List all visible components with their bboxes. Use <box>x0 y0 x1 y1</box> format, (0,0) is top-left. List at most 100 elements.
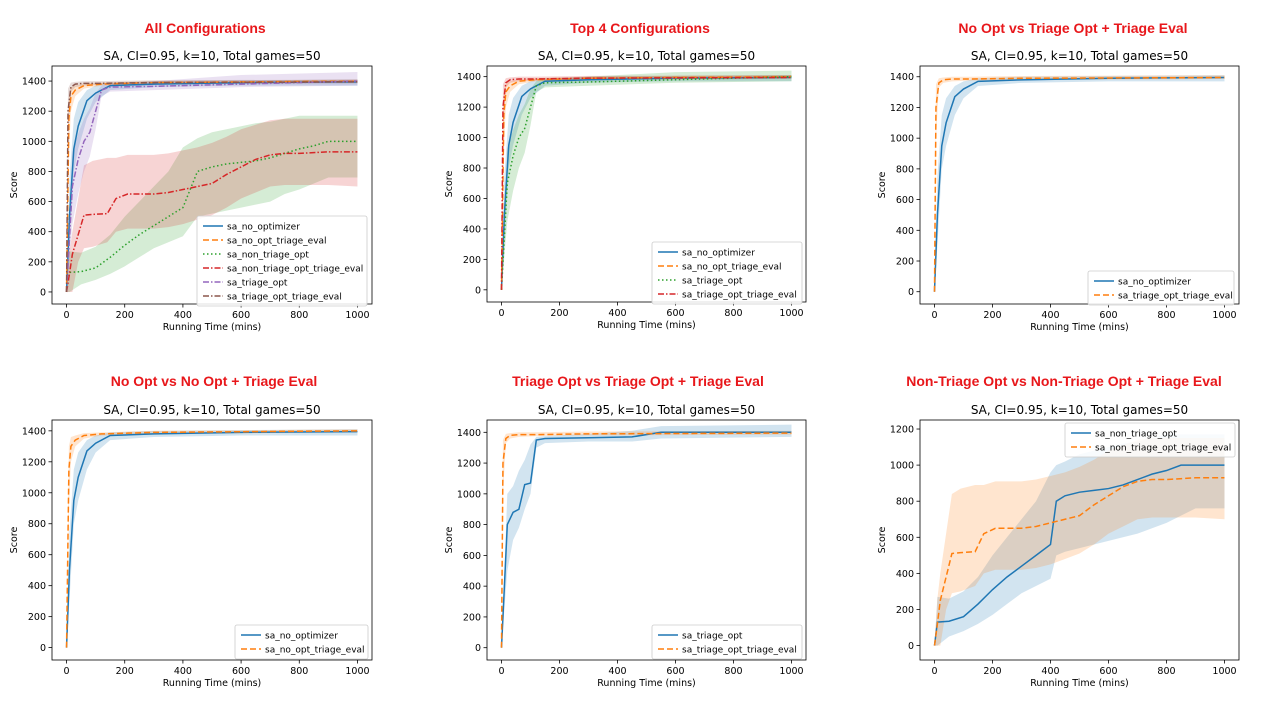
axes-frame <box>51 419 373 661</box>
legend-label: sa_triage_opt <box>682 632 743 642</box>
y-tick-label: 600 <box>463 551 481 562</box>
series-line-sa_triage_opt <box>500 75 792 290</box>
y-axis-label: Score <box>444 527 455 554</box>
y-tick-label: 1200 <box>457 103 481 114</box>
x-tick-label: 200 <box>116 666 134 677</box>
x-axis-label: Running Time (mins) <box>1030 678 1129 689</box>
x-tick-label: 600 <box>666 308 684 319</box>
x-tick-label: 800 <box>1157 310 1175 321</box>
x-tick-label: 600 <box>1099 666 1117 677</box>
y-tick-label: 1400 <box>890 72 914 83</box>
y-tick-label: 600 <box>28 550 46 561</box>
series-line-sa_no_optimizer <box>65 81 358 292</box>
series-line-sa_triage_opt_triage_eval <box>500 76 792 290</box>
x-tick-label: 0 <box>498 666 504 677</box>
chart-title: SA, CI=0.95, k=10, Total games=50 <box>538 49 755 63</box>
x-tick-label: 400 <box>174 310 192 321</box>
y-tick-label: 0 <box>908 287 914 298</box>
y-tick-label: 400 <box>463 582 481 593</box>
y-tick-label: 0 <box>475 643 481 654</box>
legend-label: sa_no_optimizer <box>265 632 338 642</box>
panel-heading-triage-vs-triage-eval: Triage Opt vs Triage Opt + Triage Eval <box>512 373 764 389</box>
x-tick-label: 0 <box>931 666 937 677</box>
y-tick-label: 800 <box>28 167 46 178</box>
ci-band-sa_non_triage_opt_triage_eval <box>66 118 358 292</box>
legend-box <box>651 241 803 305</box>
y-tick-label: 400 <box>28 227 46 238</box>
x-axis-label: Running Time (mins) <box>597 320 696 331</box>
y-tick-label: 1200 <box>890 425 914 436</box>
x-tick-label: 200 <box>550 308 568 319</box>
legend-box <box>1087 270 1235 306</box>
legend: sa_no_optimizer sa_no_opt_triage_eval <box>234 624 369 660</box>
x-tick-label: 1000 <box>345 666 369 677</box>
plot-area <box>500 70 792 290</box>
chart-title: SA, CI=0.95, k=10, Total games=50 <box>538 403 755 417</box>
chart-3: 0 200 400 600 800 1000 0 200 400 600 800 1000 1200 14… <box>9 403 373 689</box>
legend-label: sa_no_optimizer <box>682 249 755 259</box>
y-tick-label: 400 <box>463 224 481 235</box>
legend-label: sa_triage_opt_triage_eval <box>682 646 797 656</box>
x-tick-label: 600 <box>1099 310 1117 321</box>
legend: sa_no_optimizer sa_no_opt_triage_eval sa_t… <box>651 241 803 305</box>
ci-band-sa_no_optimizer <box>66 429 358 648</box>
chart-4: 0 200 400 600 800 1000 0 200 400 600 800 1000 1200 14… <box>444 403 807 689</box>
legend-label: sa_no_opt_triage_eval <box>227 237 327 247</box>
x-tick-label: 800 <box>1157 666 1175 677</box>
x-tick-label: 200 <box>550 666 568 677</box>
x-tick-label: 1000 <box>779 666 803 677</box>
x-tick-label: 400 <box>608 666 626 677</box>
legend-label: sa_non_triage_opt_triage_eval <box>227 265 363 275</box>
chart-title: SA, CI=0.95, k=10, Total games=50 <box>971 49 1188 63</box>
x-tick-label: 0 <box>64 666 70 677</box>
legend-label: sa_no_optimizer <box>227 223 300 233</box>
legend-label: sa_no_optimizer <box>1118 278 1191 288</box>
legend: sa_no_optimizer sa_triage_opt_triage_eval <box>1087 270 1235 306</box>
y-tick-label: 400 <box>896 226 914 237</box>
y-axis-label: Score <box>444 171 455 198</box>
y-axis-label: Score <box>9 172 20 199</box>
y-tick-label: 1200 <box>22 457 46 468</box>
legend-label: sa_triage_opt_triage_eval <box>682 291 797 301</box>
plot-area <box>65 72 358 293</box>
x-tick-label: 400 <box>608 308 626 319</box>
y-tick-label: 1200 <box>890 103 914 114</box>
chart-5: 0 200 400 600 800 1000 0 200 400 600 800 1000 1200 SA… <box>877 403 1240 689</box>
ci-band-sa_non_triage_opt <box>934 434 1225 646</box>
plot-area <box>65 429 358 648</box>
legend-label: sa_no_opt_triage_eval <box>682 263 782 273</box>
series-line-sa_triage_opt_triage_eval <box>933 76 1225 292</box>
axes-frame <box>486 419 807 661</box>
series-line-sa_non_triage_opt <box>65 140 358 293</box>
x-tick-label: 1000 <box>1212 666 1236 677</box>
y-axis-label: Score <box>9 527 20 554</box>
chart-0: 0 200 400 600 800 1000 0 200 400 600 800 1000 1200 14… <box>9 49 373 333</box>
legend-label: sa_no_opt_triage_eval <box>265 646 365 656</box>
series-line-sa_non_triage_opt_triage_eval <box>65 151 358 293</box>
series-line-sa_non_triage_opt_triage_eval <box>933 476 1225 646</box>
chart-title: SA, CI=0.95, k=10, Total games=50 <box>103 403 320 417</box>
y-tick-label: 200 <box>28 257 46 268</box>
series-line-sa_triage_opt_triage_eval <box>65 81 358 292</box>
legend-label: sa_non_triage_opt <box>1095 430 1177 440</box>
y-tick-label: 1200 <box>22 107 46 118</box>
y-tick-label: 1400 <box>457 428 481 439</box>
legend-label: sa_triage_opt <box>227 279 288 289</box>
series-line-sa_no_optimizer <box>500 76 792 290</box>
x-tick-label: 1000 <box>779 308 803 319</box>
y-tick-label: 800 <box>896 497 914 508</box>
series-line-sa_triage_opt <box>65 80 358 292</box>
y-tick-label: 200 <box>463 255 481 266</box>
y-tick-label: 1000 <box>890 461 914 472</box>
axes-frame <box>919 419 1240 661</box>
y-tick-label: 800 <box>28 519 46 530</box>
ci-band-sa_triage_opt <box>501 70 792 290</box>
y-tick-label: 400 <box>896 569 914 580</box>
x-axis-label: Running Time (mins) <box>1030 322 1129 333</box>
y-tick-label: 1400 <box>22 426 46 437</box>
x-tick-label: 0 <box>931 310 937 321</box>
y-tick-label: 1000 <box>457 489 481 500</box>
series-line-sa_no_opt_triage_eval <box>65 430 358 648</box>
ci-band-sa_no_opt_triage_eval <box>66 429 358 648</box>
